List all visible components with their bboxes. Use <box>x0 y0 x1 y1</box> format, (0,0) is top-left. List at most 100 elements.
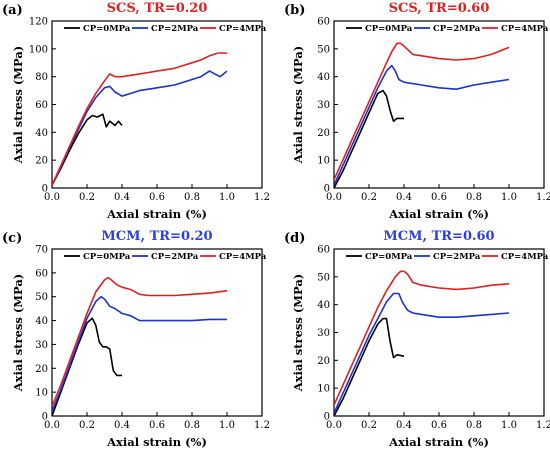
x-tick-label: 1.2 <box>536 192 550 203</box>
x-tick-label: 0.8 <box>466 420 482 431</box>
x-tick-label: 0.2 <box>361 420 377 431</box>
y-tick-label: 40 <box>317 300 330 311</box>
series-line-cp-0mpa <box>334 89 404 188</box>
chart-title: SCS, TR=0.20 <box>107 1 208 16</box>
x-tick-label: 0.2 <box>361 192 377 203</box>
chart-panel-2: 0.0 0.2 0.4 0.6 0.8 1.0 1.2 0 10 20 30 40 50 60 Axial … <box>284 1 550 221</box>
x-tick-label: 0.6 <box>149 420 165 431</box>
y-axis-label: Axial stress (MPa) <box>291 274 305 393</box>
x-tick-label: 1.0 <box>501 420 517 431</box>
legend-entry: CP=4MPa <box>501 252 549 262</box>
chart-title: MCM, TR=0.20 <box>101 229 212 244</box>
series-line-cp-4mpa <box>52 52 227 186</box>
plot-frame <box>333 20 545 189</box>
y-tick-label: 20 <box>317 128 330 139</box>
x-tick-label: 0.0 <box>326 420 342 431</box>
y-tick-label: 30 <box>35 340 48 351</box>
panel-label: (c) <box>2 231 22 246</box>
series-line-cp-0mpa <box>334 317 405 416</box>
chart-panel-1: 0.0 0.2 0.4 0.6 0.8 1.0 1.2 0 20 40 60 80 100 120 Axia… <box>2 1 270 221</box>
y-tick-label: 40 <box>35 316 48 327</box>
y-tick-label: 0 <box>324 184 330 195</box>
y-tick-label: 100 <box>29 44 48 55</box>
series-line-cp-4mpa <box>334 270 510 406</box>
y-tick-label: 20 <box>35 364 48 375</box>
x-tick-label: 0.0 <box>44 192 60 203</box>
y-tick-label: 20 <box>35 156 48 167</box>
y-axis-label: Axial stress (MPa) <box>11 274 25 393</box>
legend-entry: CP=0MPa <box>365 252 413 262</box>
plot-frame <box>333 248 545 417</box>
x-tick-label: 1.2 <box>536 420 550 431</box>
panel-label: (a) <box>2 3 23 18</box>
y-tick-label: 0 <box>42 412 48 423</box>
chart-panel-4: 0.0 0.2 0.4 0.6 0.8 1.0 1.2 0 10 20 30 40 50 60 Axial … <box>284 229 550 449</box>
series-line-cp-4mpa <box>52 276 228 407</box>
y-axis-label: Axial stress (MPa) <box>11 46 25 165</box>
legend-entry: CP=2MPa <box>433 252 481 262</box>
x-tick-label: 1.2 <box>254 192 270 203</box>
x-tick-label: 0.0 <box>326 192 342 203</box>
legend-entry: CP=0MPa <box>83 252 131 262</box>
panel-label: (d) <box>284 231 305 246</box>
y-tick-label: 120 <box>29 17 48 28</box>
x-tick-label: 0.2 <box>79 420 95 431</box>
y-tick-label: 40 <box>35 128 48 139</box>
legend-entry: CP=0MPa <box>83 24 131 34</box>
series-line-cp-2mpa <box>52 70 228 186</box>
x-tick-label: 0.8 <box>184 192 200 203</box>
legend-entry: CP=2MPa <box>433 24 481 34</box>
y-tick-label: 10 <box>317 384 330 395</box>
x-tick-label: 0.4 <box>396 420 412 431</box>
plot-frame <box>51 20 263 189</box>
series-line-cp-4mpa <box>334 42 510 181</box>
x-tick-label: 0.0 <box>44 420 60 431</box>
x-tick-label: 1.0 <box>219 420 235 431</box>
y-tick-label: 30 <box>317 328 330 339</box>
series-line-cp-2mpa <box>334 64 510 186</box>
y-tick-label: 50 <box>317 44 330 55</box>
y-tick-label: 70 <box>35 245 48 256</box>
y-tick-label: 80 <box>35 72 48 83</box>
series-line-cp-0mpa <box>52 317 122 416</box>
x-tick-label: 0.6 <box>149 192 165 203</box>
x-axis-label: Axial strain (%) <box>106 435 207 449</box>
y-tick-label: 30 <box>317 100 330 111</box>
x-tick-label: 0.2 <box>79 192 95 203</box>
series-line-cp-2mpa <box>52 295 227 412</box>
y-axis-label: Axial stress (MPa) <box>291 46 305 165</box>
y-tick-label: 60 <box>35 100 48 111</box>
x-axis-label: Axial strain (%) <box>106 207 207 221</box>
x-tick-label: 0.8 <box>466 192 482 203</box>
legend-entry: CP=0MPa <box>365 24 413 34</box>
x-tick-label: 0.8 <box>184 420 200 431</box>
x-tick-label: 1.0 <box>501 192 517 203</box>
y-tick-label: 60 <box>317 17 330 28</box>
x-tick-label: 0.6 <box>431 420 447 431</box>
legend-entry: CP=4MPa <box>219 252 267 262</box>
chart-title: MCM, TR=0.60 <box>383 229 494 244</box>
y-tick-label: 50 <box>317 272 330 283</box>
x-tick-label: 1.0 <box>219 192 235 203</box>
series-line-cp-2mpa <box>334 292 510 414</box>
series-line-cp-0mpa <box>52 113 123 186</box>
panel-label: (b) <box>284 3 305 18</box>
y-tick-label: 10 <box>35 388 48 399</box>
x-tick-label: 0.4 <box>114 192 130 203</box>
legend-entry: CP=2MPa <box>151 252 199 262</box>
legend-entry: CP=2MPa <box>151 24 199 34</box>
legend-entry: CP=4MPa <box>219 24 267 34</box>
y-tick-label: 40 <box>317 72 330 83</box>
y-tick-label: 60 <box>35 268 48 279</box>
legend-entry: CP=4MPa <box>501 24 549 34</box>
y-tick-label: 50 <box>35 292 48 303</box>
y-tick-label: 10 <box>317 156 330 167</box>
x-tick-label: 0.4 <box>114 420 130 431</box>
x-axis-label: Axial strain (%) <box>388 435 489 449</box>
x-tick-label: 1.2 <box>254 420 270 431</box>
x-tick-label: 0.4 <box>396 192 412 203</box>
y-tick-label: 20 <box>317 356 330 367</box>
chart-panel-3: 0.0 0.2 0.4 0.6 0.8 1.0 1.2 0 10 20 30 40 50 60 70 Axia… <box>2 229 270 449</box>
y-tick-label: 60 <box>317 245 330 256</box>
